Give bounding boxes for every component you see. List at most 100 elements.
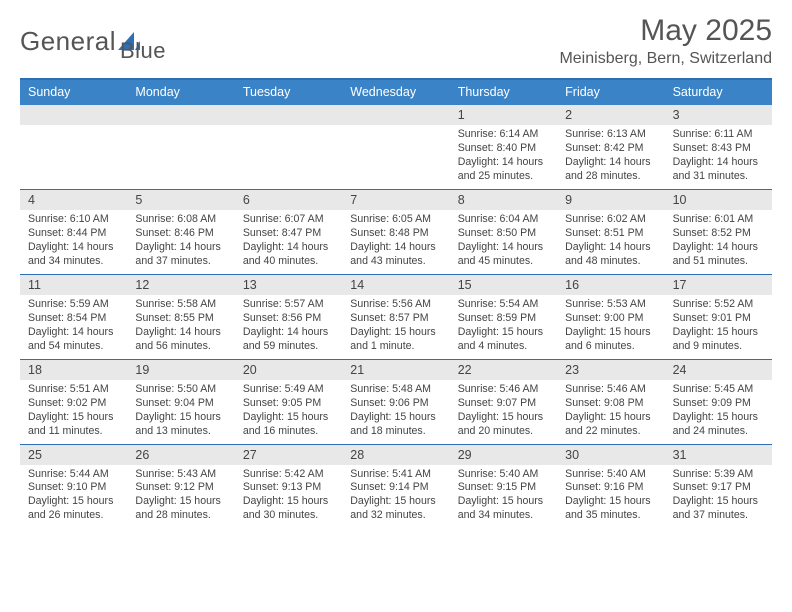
- sunset-text: Sunset: 9:12 PM: [135, 481, 226, 495]
- day-cell: 23Sunrise: 5:46 AMSunset: 9:08 PMDayligh…: [557, 360, 664, 444]
- daylight-line1: Daylight: 15 hours: [350, 411, 441, 425]
- daylight-line2: and 25 minutes.: [458, 170, 549, 184]
- sunset-text: Sunset: 9:00 PM: [565, 312, 656, 326]
- day-cell: 21Sunrise: 5:48 AMSunset: 9:06 PMDayligh…: [342, 360, 449, 444]
- day-cell: 31Sunrise: 5:39 AMSunset: 9:17 PMDayligh…: [665, 445, 772, 529]
- daylight-line1: Daylight: 14 hours: [135, 326, 226, 340]
- day-number: [127, 105, 234, 125]
- day-body: Sunrise: 6:01 AMSunset: 8:52 PMDaylight:…: [665, 210, 772, 274]
- day-cell: [342, 105, 449, 189]
- day-cell: 28Sunrise: 5:41 AMSunset: 9:14 PMDayligh…: [342, 445, 449, 529]
- weeks-container: 1Sunrise: 6:14 AMSunset: 8:40 PMDaylight…: [20, 105, 772, 528]
- month-title: May 2025: [559, 14, 772, 48]
- sunset-text: Sunset: 8:57 PM: [350, 312, 441, 326]
- sunset-text: Sunset: 9:04 PM: [135, 397, 226, 411]
- day-number: 28: [342, 445, 449, 465]
- daylight-line2: and 30 minutes.: [243, 509, 334, 523]
- sunrise-text: Sunrise: 6:04 AM: [458, 213, 549, 227]
- day-cell: 19Sunrise: 5:50 AMSunset: 9:04 PMDayligh…: [127, 360, 234, 444]
- daylight-line2: and 37 minutes.: [135, 255, 226, 269]
- daylight-line2: and 34 minutes.: [28, 255, 119, 269]
- daylight-line1: Daylight: 14 hours: [673, 156, 764, 170]
- daylight-line2: and 32 minutes.: [350, 509, 441, 523]
- sunrise-text: Sunrise: 5:43 AM: [135, 468, 226, 482]
- location-text: Meinisberg, Bern, Switzerland: [559, 50, 772, 68]
- daylight-line1: Daylight: 15 hours: [673, 411, 764, 425]
- header-row: General Blue May 2025 Meinisberg, Bern, …: [20, 14, 772, 68]
- sunrise-text: Sunrise: 5:51 AM: [28, 383, 119, 397]
- daylight-line1: Daylight: 15 hours: [565, 495, 656, 509]
- sunset-text: Sunset: 8:42 PM: [565, 142, 656, 156]
- day-cell: [127, 105, 234, 189]
- sunrise-text: Sunrise: 5:40 AM: [565, 468, 656, 482]
- daylight-line2: and 31 minutes.: [673, 170, 764, 184]
- day-body: Sunrise: 6:07 AMSunset: 8:47 PMDaylight:…: [235, 210, 342, 274]
- day-number: 30: [557, 445, 664, 465]
- day-body: Sunrise: 5:40 AMSunset: 9:16 PMDaylight:…: [557, 465, 664, 529]
- sunrise-text: Sunrise: 5:48 AM: [350, 383, 441, 397]
- brand-logo: General Blue: [20, 14, 166, 64]
- day-body: [20, 125, 127, 183]
- day-cell: 25Sunrise: 5:44 AMSunset: 9:10 PMDayligh…: [20, 445, 127, 529]
- week-row: 1Sunrise: 6:14 AMSunset: 8:40 PMDaylight…: [20, 105, 772, 190]
- daylight-line2: and 34 minutes.: [458, 509, 549, 523]
- daylight-line1: Daylight: 14 hours: [350, 241, 441, 255]
- day-body: Sunrise: 5:43 AMSunset: 9:12 PMDaylight:…: [127, 465, 234, 529]
- day-number: 26: [127, 445, 234, 465]
- sunrise-text: Sunrise: 5:58 AM: [135, 298, 226, 312]
- day-number: [20, 105, 127, 125]
- day-cell: 3Sunrise: 6:11 AMSunset: 8:43 PMDaylight…: [665, 105, 772, 189]
- day-number: 25: [20, 445, 127, 465]
- header-right: May 2025 Meinisberg, Bern, Switzerland: [559, 14, 772, 68]
- sunset-text: Sunset: 8:50 PM: [458, 227, 549, 241]
- sunrise-text: Sunrise: 5:46 AM: [565, 383, 656, 397]
- day-cell: 5Sunrise: 6:08 AMSunset: 8:46 PMDaylight…: [127, 190, 234, 274]
- day-cell: 9Sunrise: 6:02 AMSunset: 8:51 PMDaylight…: [557, 190, 664, 274]
- sunset-text: Sunset: 9:09 PM: [673, 397, 764, 411]
- day-number: 23: [557, 360, 664, 380]
- day-body: Sunrise: 5:39 AMSunset: 9:17 PMDaylight:…: [665, 465, 772, 529]
- dow-sunday: Sunday: [20, 80, 127, 105]
- daylight-line2: and 54 minutes.: [28, 340, 119, 354]
- daylight-line2: and 56 minutes.: [135, 340, 226, 354]
- daylight-line2: and 48 minutes.: [565, 255, 656, 269]
- day-body: Sunrise: 5:44 AMSunset: 9:10 PMDaylight:…: [20, 465, 127, 529]
- daylight-line1: Daylight: 15 hours: [458, 495, 549, 509]
- day-cell: [235, 105, 342, 189]
- daylight-line2: and 43 minutes.: [350, 255, 441, 269]
- dow-thursday: Thursday: [450, 80, 557, 105]
- sunset-text: Sunset: 8:54 PM: [28, 312, 119, 326]
- sunrise-text: Sunrise: 5:42 AM: [243, 468, 334, 482]
- day-cell: 10Sunrise: 6:01 AMSunset: 8:52 PMDayligh…: [665, 190, 772, 274]
- daylight-line2: and 51 minutes.: [673, 255, 764, 269]
- sunset-text: Sunset: 8:40 PM: [458, 142, 549, 156]
- day-cell: 27Sunrise: 5:42 AMSunset: 9:13 PMDayligh…: [235, 445, 342, 529]
- day-body: Sunrise: 5:40 AMSunset: 9:15 PMDaylight:…: [450, 465, 557, 529]
- dow-saturday: Saturday: [665, 80, 772, 105]
- daylight-line2: and 11 minutes.: [28, 425, 119, 439]
- day-number: 17: [665, 275, 772, 295]
- day-cell: 12Sunrise: 5:58 AMSunset: 8:55 PMDayligh…: [127, 275, 234, 359]
- daylight-line2: and 4 minutes.: [458, 340, 549, 354]
- day-number: 18: [20, 360, 127, 380]
- week-row: 18Sunrise: 5:51 AMSunset: 9:02 PMDayligh…: [20, 360, 772, 445]
- day-cell: 29Sunrise: 5:40 AMSunset: 9:15 PMDayligh…: [450, 445, 557, 529]
- day-cell: 1Sunrise: 6:14 AMSunset: 8:40 PMDaylight…: [450, 105, 557, 189]
- sunrise-text: Sunrise: 5:49 AM: [243, 383, 334, 397]
- sunset-text: Sunset: 9:06 PM: [350, 397, 441, 411]
- sunrise-text: Sunrise: 6:02 AM: [565, 213, 656, 227]
- sunrise-text: Sunrise: 5:45 AM: [673, 383, 764, 397]
- day-number: 15: [450, 275, 557, 295]
- day-number: 31: [665, 445, 772, 465]
- dow-row: Sunday Monday Tuesday Wednesday Thursday…: [20, 80, 772, 105]
- day-body: Sunrise: 5:42 AMSunset: 9:13 PMDaylight:…: [235, 465, 342, 529]
- sunset-text: Sunset: 8:46 PM: [135, 227, 226, 241]
- daylight-line1: Daylight: 15 hours: [28, 495, 119, 509]
- daylight-line1: Daylight: 14 hours: [565, 156, 656, 170]
- daylight-line1: Daylight: 15 hours: [458, 326, 549, 340]
- day-body: Sunrise: 5:51 AMSunset: 9:02 PMDaylight:…: [20, 380, 127, 444]
- daylight-line2: and 24 minutes.: [673, 425, 764, 439]
- sunrise-text: Sunrise: 6:11 AM: [673, 128, 764, 142]
- week-row: 11Sunrise: 5:59 AMSunset: 8:54 PMDayligh…: [20, 275, 772, 360]
- sunset-text: Sunset: 8:51 PM: [565, 227, 656, 241]
